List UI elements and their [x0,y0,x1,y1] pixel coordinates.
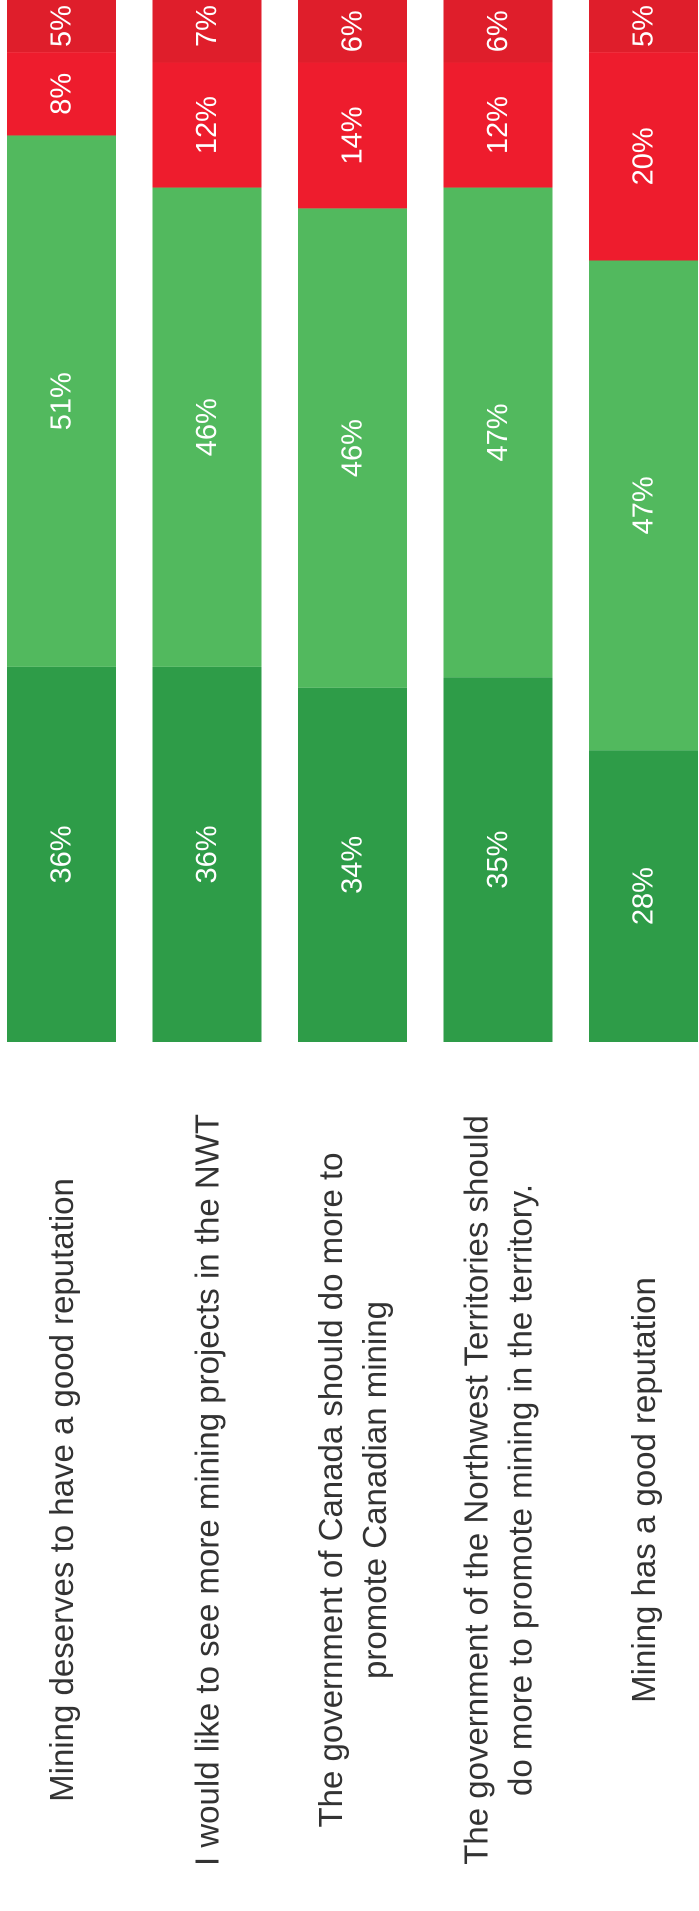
bar-segment [443,677,553,1042]
data-label: 8% [46,73,78,115]
data-label: 47% [628,476,660,534]
bar-segment [298,687,407,1042]
bar-segment [443,0,553,63]
bar-segment [589,750,698,1042]
bar-segment [443,62,553,188]
bar-segment [298,0,407,63]
bar-segment [589,0,698,53]
bar-segment [152,666,262,1042]
data-label: 12% [191,96,223,154]
data-label: 14% [337,106,369,164]
bar-segment [443,187,553,678]
bar-segment [152,0,262,63]
data-label: 7% [191,5,223,47]
data-label: 51% [46,372,78,430]
data-label: 12% [482,96,514,154]
data-label: 46% [337,419,369,477]
bar-segment [7,135,116,667]
data-label: 20% [628,127,660,185]
bar-segment [298,62,407,209]
data-label: 34% [337,836,369,894]
bar-segment [7,0,116,53]
data-label: 28% [628,867,660,925]
bar-segment [152,62,262,188]
category-label: I would like to see more mining projects… [189,1114,226,1866]
bar-segment [7,52,116,136]
category-label: Mining deserves to have a good reputatio… [43,1178,80,1802]
data-label: 36% [191,825,223,883]
bar-segment [298,208,407,688]
bar-segment [152,187,262,667]
data-label: 6% [482,10,514,52]
bar-segment [7,666,116,1042]
bar-segment [589,52,698,261]
bar-segment [589,260,698,751]
plot-area: 36% 51% 8% 5% Mining deserves to have a good… [7,0,698,1866]
data-label: 36% [46,825,78,883]
category-label: The government of the Northwest Territor… [458,1115,539,1865]
data-label: 5% [628,5,660,47]
data-label: 6% [337,10,369,52]
data-label: 46% [191,398,223,456]
category-label: The government of Canada should do more … [312,1152,393,1827]
data-label: 5% [46,5,78,47]
data-label: 47% [482,403,514,461]
category-label: Mining has a good reputation [625,1277,662,1703]
data-label: 35% [482,831,514,889]
